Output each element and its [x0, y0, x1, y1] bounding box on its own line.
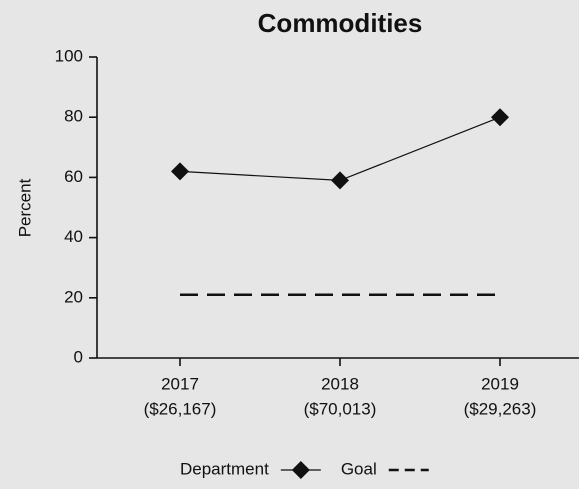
- x-tick-sublabel: ($29,263): [464, 399, 537, 418]
- marker: [331, 171, 349, 190]
- chart-title: Commodities: [258, 8, 423, 38]
- x-tick-sublabel: ($70,013): [304, 399, 377, 418]
- y-tick-label: 0: [74, 347, 83, 366]
- y-tick-label: 40: [64, 227, 83, 246]
- y-tick-label: 80: [64, 107, 83, 126]
- y-axis-label: Percent: [15, 178, 34, 237]
- x-tick-label: 2018: [321, 374, 359, 393]
- marker: [171, 162, 189, 181]
- y-tick-label: 100: [55, 46, 83, 65]
- legend-marker: [291, 461, 310, 479]
- x-tick-label: 2019: [481, 374, 519, 393]
- marker: [491, 108, 509, 127]
- x-tick-label: 2017: [161, 374, 199, 393]
- x-tick-sublabel: ($26,167): [144, 399, 217, 418]
- legend-label: Goal: [341, 459, 377, 478]
- legend-label: Department: [180, 459, 269, 478]
- y-tick-label: 60: [64, 167, 83, 186]
- y-tick-label: 20: [64, 287, 83, 306]
